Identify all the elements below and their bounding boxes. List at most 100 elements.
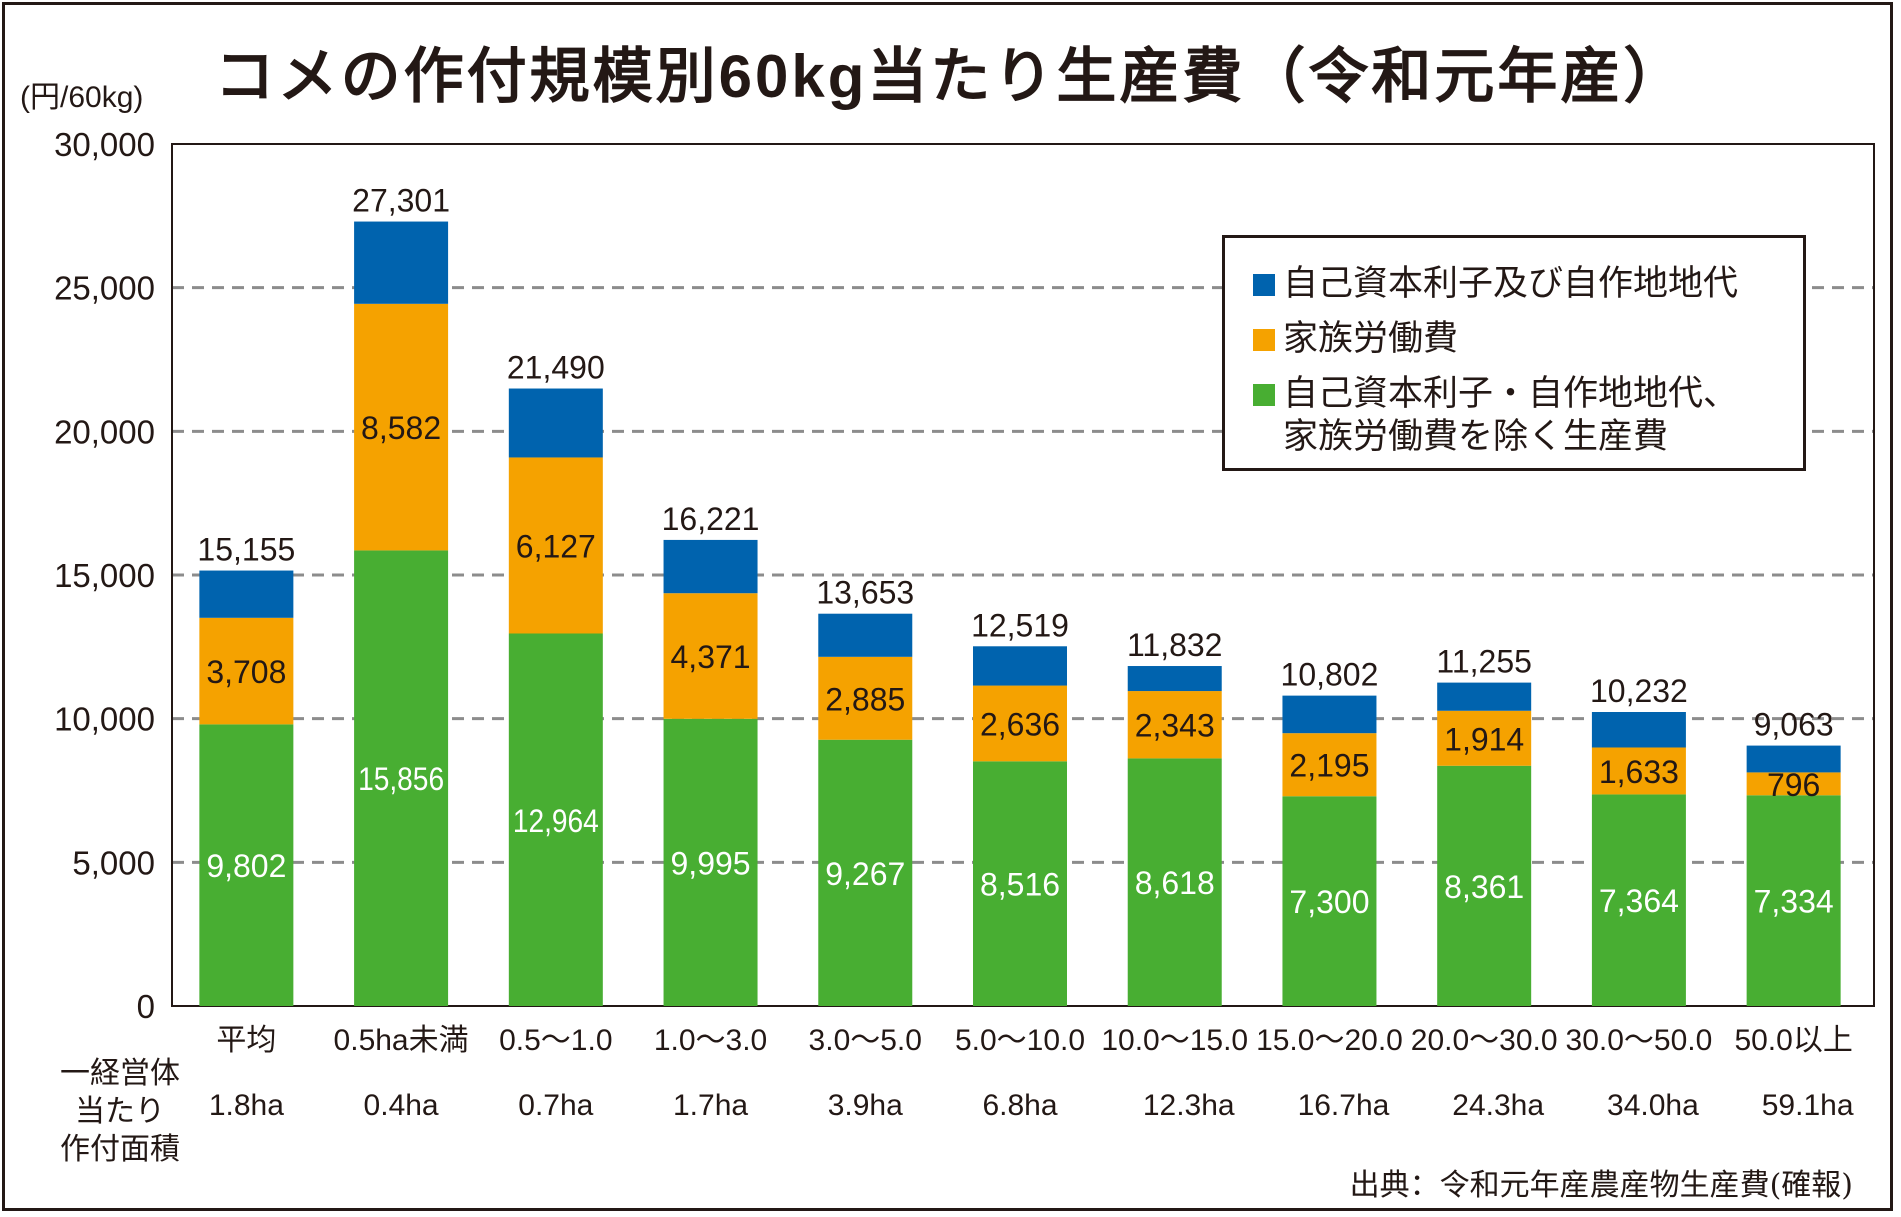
bar-segment-land-rent [508, 388, 603, 458]
bar-segment-other-costs [1746, 795, 1841, 1006]
bar-segment-other-costs [1282, 796, 1377, 1006]
x-area-label: 59.1ha [1762, 1089, 1854, 1122]
legend-item-other-costs: 自己資本利子・自作地地代、 家族労働費を除く生産費 [1253, 372, 1803, 458]
legend-item-land-rent: 自己資本利子及び自作地地代 [1253, 262, 1803, 305]
bar-segment-other-costs [199, 724, 294, 1006]
y-tick-label: 25,000 [54, 270, 155, 307]
bar-segment-land-rent [973, 646, 1067, 686]
bar-total-label: 11,832 [1127, 627, 1223, 663]
x-category-label: 20.0～30.0 [1411, 1024, 1558, 1057]
bar-label-other-costs: 9,267 [825, 856, 905, 892]
x-area-label: 12.3ha [1143, 1089, 1235, 1122]
bar-segment-family-labor [1437, 710, 1532, 766]
y-tick-label: 10,000 [54, 701, 155, 738]
bar-segment-land-rent [1437, 682, 1532, 711]
x-category-label: 10.0～15.0 [1101, 1024, 1248, 1057]
legend: 自己資本利子及び自作地地代 家族労働費 自己資本利子・自作地地代、 家族労働費を… [1222, 235, 1806, 471]
bar-segment-family-labor [508, 457, 603, 634]
x-area-label: 0.4ha [364, 1089, 439, 1122]
bar-label-family-labor: 4,371 [671, 639, 751, 675]
bar-segment-family-labor [818, 656, 913, 740]
bar-segment-land-rent [818, 613, 913, 657]
area-row-label-line: 一経営体 [60, 1057, 180, 1090]
bar-label-other-costs: 15,856 [358, 761, 444, 797]
bar-segment-family-labor [354, 303, 449, 551]
x-category-label: 5.0～10.0 [955, 1024, 1085, 1057]
bar-segment-family-labor [199, 617, 294, 725]
bar-label-family-labor: 1,914 [1444, 721, 1524, 757]
x-area-label: 1.7ha [673, 1089, 748, 1122]
bar-segment-other-costs [354, 550, 449, 1006]
legend-item-family-labor: 家族労働費 [1253, 317, 1803, 360]
bar-segment-other-costs [1127, 758, 1222, 1006]
bar-label-family-labor: 2,885 [825, 681, 905, 717]
bar-label-other-costs: 7,364 [1599, 883, 1679, 919]
y-tick-label: 5,000 [72, 844, 155, 881]
x-category-label: 50.0以上 [1734, 1024, 1852, 1057]
bar-segment-family-labor [1591, 747, 1686, 795]
y-axis-unit-label: (円/60kg) [20, 81, 144, 114]
x-category-label: 15.0～20.0 [1256, 1024, 1403, 1057]
bar-total-label: 15,155 [197, 532, 295, 568]
bar-total-label: 16,221 [662, 501, 760, 537]
bar-label-family-labor: 2,343 [1135, 708, 1215, 744]
bar-label-family-labor: 796 [1767, 767, 1820, 803]
area-row-label: 一経営体 当たり 作付面積 [40, 1055, 200, 1169]
bar-label-family-labor: 2,636 [980, 706, 1060, 742]
legend-label: 自己資本利子・自作地地代、 家族労働費を除く生産費 [1283, 372, 1738, 458]
bar-label-other-costs: 8,361 [1444, 869, 1524, 905]
bar-total-label: 10,232 [1590, 673, 1688, 709]
y-tick-label: 0 [137, 988, 155, 1025]
bar-segment-land-rent [199, 570, 294, 618]
bar-segment-land-rent [1591, 712, 1686, 748]
x-area-label: 24.3ha [1452, 1089, 1544, 1122]
bar-label-other-costs: 9,802 [206, 848, 286, 884]
x-category-label: 平均 [216, 1024, 276, 1057]
bar-total-label: 12,519 [971, 607, 1069, 643]
x-area-label: 1.8ha [209, 1089, 284, 1122]
bar-total-label: 10,802 [1281, 657, 1379, 693]
bar-segment-land-rent [354, 221, 449, 304]
bar-label-other-costs: 8,618 [1135, 865, 1215, 901]
legend-label: 家族労働費 [1283, 319, 1459, 358]
x-category-label: 30.0～50.0 [1566, 1024, 1713, 1057]
bar-segment-land-rent [1282, 695, 1377, 734]
bar-segment-land-rent [663, 539, 758, 594]
bar-label-family-labor: 1,633 [1599, 754, 1679, 790]
legend-label: 自己資本利子及び自作地地代 [1283, 264, 1739, 303]
x-area-label: 6.8ha [982, 1089, 1057, 1122]
bar-total-label: 21,490 [507, 350, 605, 386]
x-area-label: 34.0ha [1607, 1089, 1699, 1122]
bar-label-other-costs: 7,300 [1289, 884, 1369, 920]
chart-title: コメの作付規模別60kg当たり生産費（令和元年産） [214, 43, 1687, 110]
bar-total-label: 27,301 [352, 183, 450, 219]
bar-segment-family-labor [1282, 733, 1377, 797]
bar-total-label: 11,255 [1436, 644, 1532, 680]
x-category-label: 0.5ha未満 [334, 1024, 469, 1057]
bar-segment-land-rent [1746, 745, 1841, 773]
bar-segment-family-labor [1127, 691, 1222, 759]
bar-segment-other-costs [973, 761, 1067, 1006]
y-tick-label: 30,000 [54, 126, 155, 163]
area-row-label-line: 作付面積 [60, 1133, 180, 1166]
x-category-label: 3.0～5.0 [809, 1024, 922, 1057]
bar-label-other-costs: 7,334 [1754, 884, 1834, 920]
x-area-label: 3.9ha [828, 1089, 903, 1122]
x-category-label: 1.0～3.0 [654, 1024, 767, 1057]
x-category-label: 0.5～1.0 [499, 1024, 612, 1057]
y-tick-label: 20,000 [54, 413, 155, 450]
source-note: 出典：令和元年産農産物生産費(確報) [1349, 1168, 1853, 1203]
legend-swatch-orange [1253, 329, 1275, 351]
bar-segment-family-labor [663, 593, 758, 719]
area-row-label-line: 当たり [75, 1095, 165, 1128]
bar-total-label: 9,063 [1754, 707, 1834, 743]
bar-segment-family-labor [973, 685, 1067, 762]
legend-swatch-blue [1253, 274, 1275, 296]
legend-label-line: 家族労働費を除く生産費 [1283, 417, 1669, 456]
y-tick-label: 15,000 [54, 557, 155, 594]
bar-segment-other-costs [663, 718, 758, 1006]
legend-swatch-green [1253, 384, 1275, 406]
bar-segment-land-rent [1127, 666, 1222, 692]
